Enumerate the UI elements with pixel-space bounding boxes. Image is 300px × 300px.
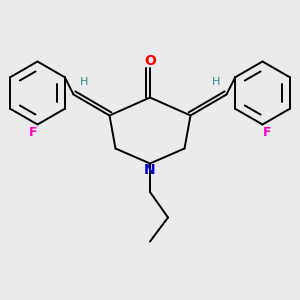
Text: H: H bbox=[80, 77, 88, 87]
Text: F: F bbox=[263, 126, 271, 140]
Text: O: O bbox=[144, 54, 156, 68]
Text: H: H bbox=[212, 77, 220, 87]
Text: F: F bbox=[29, 126, 37, 140]
Text: N: N bbox=[144, 163, 156, 177]
